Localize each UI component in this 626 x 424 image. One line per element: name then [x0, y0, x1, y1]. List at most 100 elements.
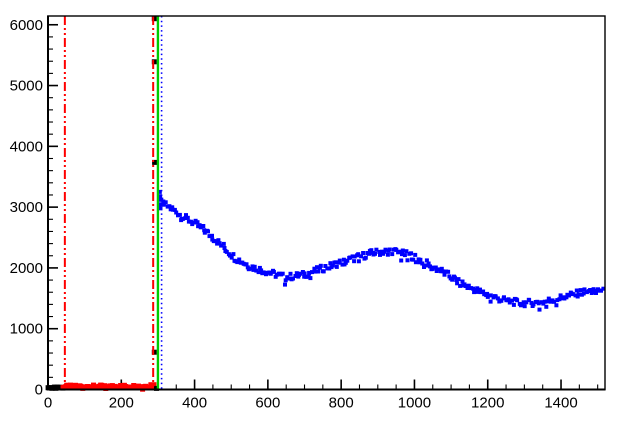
y-axis-tick-label: 4000 [10, 138, 43, 155]
blue-main-marker [428, 264, 432, 269]
blue-main-marker [161, 199, 166, 204]
blue-main-marker [341, 257, 346, 262]
blue-main-marker [417, 260, 422, 265]
blue-main-marker [316, 269, 321, 274]
blue-main-marker [536, 301, 541, 306]
blue-main-marker [456, 277, 461, 282]
blue-main-marker [522, 304, 527, 309]
blue-main-marker [378, 252, 382, 257]
blue-main-marker [385, 252, 390, 257]
blue-main-marker [363, 255, 368, 260]
blue-main-marker [400, 252, 404, 257]
y-axis-tick-label: 5000 [10, 78, 43, 95]
blue-main-marker [323, 264, 328, 268]
blue-main-marker [359, 254, 364, 259]
blue-main-marker [387, 247, 392, 252]
blue-main-marker [308, 276, 313, 281]
blue-main-marker [188, 219, 193, 224]
blue-main-marker [405, 258, 410, 263]
blue-main-marker [261, 270, 266, 275]
blue-main-marker [433, 265, 438, 270]
blue-main-marker [217, 241, 222, 246]
blue-main-marker [440, 269, 445, 274]
blue-main-marker [202, 228, 207, 233]
blue-main-marker [334, 264, 339, 269]
blue-main-marker [291, 276, 295, 281]
blue-main-marker [210, 233, 214, 238]
blue-main-marker [420, 261, 425, 266]
blue-main-marker [581, 291, 586, 296]
blue-main-marker [475, 286, 480, 291]
black-spikes-series [151, 16, 159, 391]
blue-main-marker [557, 297, 562, 302]
blue-main-marker [161, 202, 166, 207]
blue-main-marker [544, 304, 549, 309]
blue-main-marker [576, 292, 581, 297]
blue-main-marker [599, 288, 603, 293]
y-axis-tick-label: 2000 [10, 260, 43, 277]
blue-main-marker [283, 278, 288, 283]
blue-main-marker [293, 274, 298, 278]
blue-main-marker [170, 205, 175, 210]
blue-main-marker [302, 274, 307, 279]
blue-main-marker [545, 299, 550, 304]
blue-main-marker [310, 270, 314, 275]
blue-main-marker [452, 275, 457, 280]
blue-main-marker [321, 269, 326, 274]
blue-main-marker [601, 286, 606, 291]
blue-main-marker [343, 260, 348, 265]
blue-main-marker [542, 299, 547, 304]
blue-main-marker [493, 294, 498, 299]
blue-main-marker [216, 238, 221, 243]
blue-main-marker [465, 286, 470, 290]
blue-start-cluster-marker [157, 189, 162, 194]
black-spikes-marker [151, 349, 157, 355]
x-axis-tick-label: 600 [255, 395, 280, 412]
blue-main-marker [352, 254, 357, 259]
blue-main-marker [383, 247, 388, 252]
blue-main-marker [460, 279, 465, 284]
blue-main-marker [283, 282, 287, 287]
blue-main-marker [250, 264, 255, 269]
blue-main-marker [570, 292, 575, 297]
blue-main-marker [373, 251, 377, 256]
blue-main-marker [248, 266, 253, 271]
x-axis-tick-label: 200 [109, 395, 134, 412]
blue-main-marker [478, 287, 482, 292]
blue-main-marker [524, 300, 529, 305]
black-spikes-marker [151, 16, 157, 22]
blue-main-marker [288, 271, 293, 276]
blue-main-marker [350, 254, 355, 259]
blue-main-marker [574, 288, 579, 293]
blue-main-marker [280, 271, 285, 276]
blue-main-marker [345, 258, 350, 263]
blue-main-marker [588, 288, 593, 292]
blue-main-marker [382, 249, 387, 254]
blue-main-marker [215, 241, 220, 246]
blue-main-marker [219, 243, 224, 248]
blue-main-marker [181, 216, 186, 221]
black-spikes-marker [152, 159, 158, 165]
blue-main-marker [399, 258, 404, 263]
blue-main-marker [251, 267, 256, 272]
blue-main-marker [377, 249, 382, 254]
blue-main-marker [163, 200, 168, 205]
blue-main-marker [252, 264, 257, 269]
black-spikes-marker [151, 59, 157, 65]
blue-main-marker [596, 287, 600, 292]
blue-main-marker [573, 293, 578, 298]
red-run-low-series [60, 382, 155, 392]
blue-main-marker [235, 260, 240, 265]
blue-main-marker [510, 298, 514, 303]
blue-main-marker [426, 261, 431, 266]
blue-main-marker [590, 290, 595, 294]
blue-start-cluster-marker [157, 204, 162, 209]
blue-main-marker [413, 252, 418, 257]
blue-main-marker [336, 260, 341, 265]
blue-main-marker [167, 204, 172, 209]
blue-main-marker [582, 287, 587, 292]
blue-main-marker [315, 265, 319, 270]
blue-main-marker [158, 202, 163, 207]
